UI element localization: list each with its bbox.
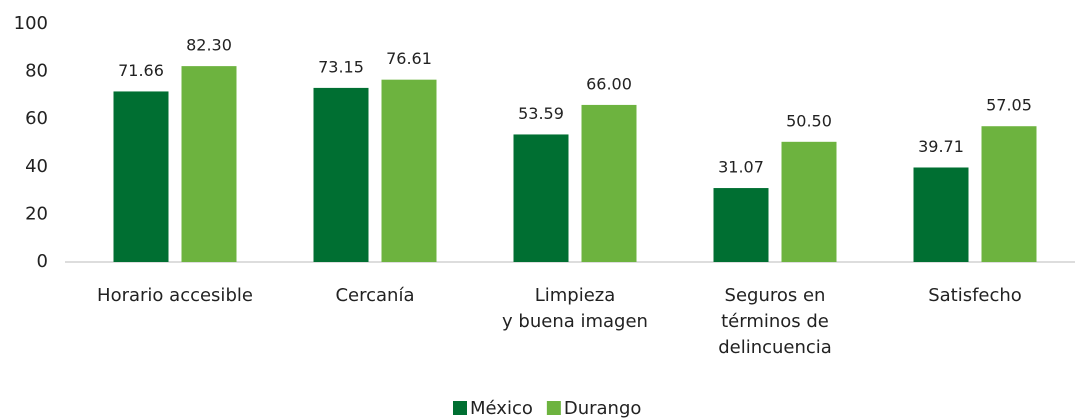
legend-label: Durango <box>564 398 642 419</box>
legend-label: México <box>470 398 533 419</box>
value-label: 53.59 <box>518 104 564 123</box>
x-tick-label: Satisfecho <box>928 285 1022 306</box>
value-label: 57.05 <box>986 96 1032 115</box>
y-tick-label: 20 <box>25 203 48 224</box>
y-tick-label: 100 <box>14 13 48 34</box>
legend-swatch <box>453 401 467 415</box>
x-tick-label: Limpieza y buena imagen <box>502 285 648 332</box>
bar <box>313 87 369 262</box>
value-label: 82.30 <box>186 36 232 55</box>
value-label: 31.07 <box>718 158 764 177</box>
bar <box>713 188 769 262</box>
value-label: 73.15 <box>318 57 364 76</box>
y-tick-label: 40 <box>25 156 48 177</box>
bar <box>181 66 237 262</box>
bar <box>981 126 1037 262</box>
bar <box>781 141 837 262</box>
x-tick-label: Horario accesible <box>97 285 253 306</box>
value-label: 66.00 <box>586 74 632 93</box>
bar <box>513 134 569 262</box>
x-tick-label: Seguros en términos de delincuencia <box>718 285 832 358</box>
bar <box>913 167 969 262</box>
bar <box>581 104 637 262</box>
value-label: 76.61 <box>386 49 432 68</box>
bar <box>381 79 437 262</box>
value-label: 39.71 <box>918 137 964 156</box>
value-label: 71.66 <box>118 61 164 80</box>
x-tick-label: Cercanía <box>335 285 414 306</box>
bar <box>113 91 169 262</box>
value-label: 50.50 <box>786 111 832 130</box>
legend-swatch <box>546 401 561 415</box>
y-tick-label: 80 <box>25 61 48 82</box>
y-tick-label: 60 <box>25 108 48 129</box>
y-tick-label: 0 <box>37 251 48 272</box>
